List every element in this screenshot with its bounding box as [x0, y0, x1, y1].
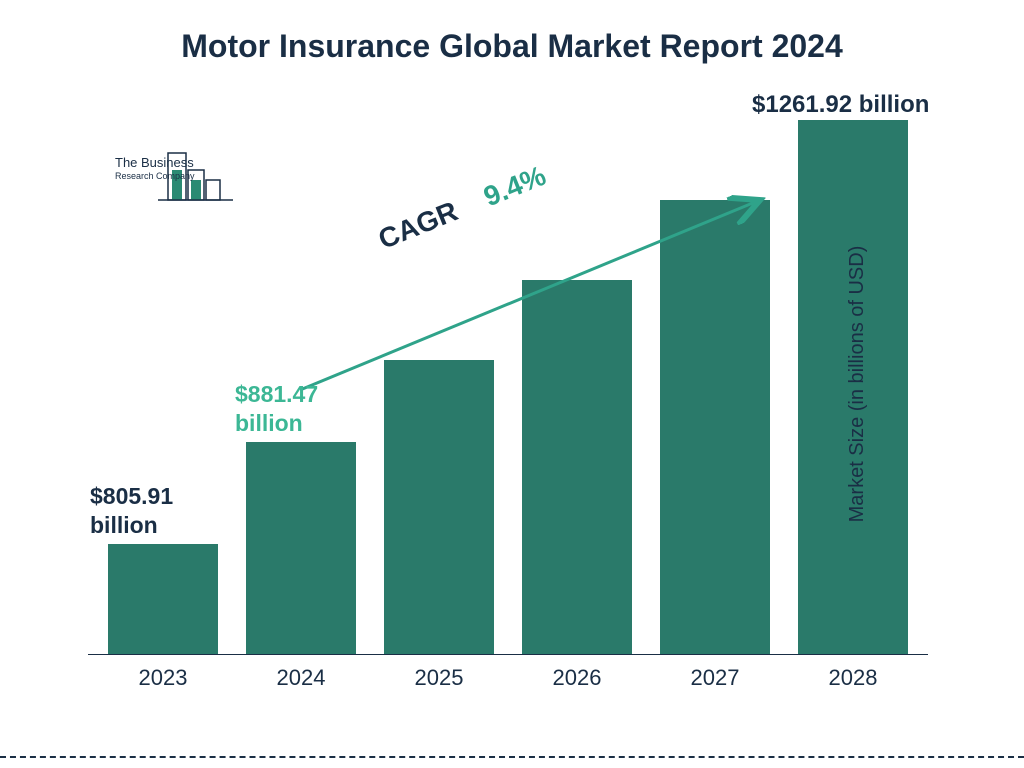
bar-2027: [660, 200, 770, 655]
bar-2024: [246, 442, 356, 655]
bar-wrap-2025: 2025: [384, 360, 494, 655]
bar-wrap-2023: 2023: [108, 544, 218, 655]
bar-wrap-2027: 2027: [660, 200, 770, 655]
data-label-1: $881.47billion: [235, 380, 318, 438]
bar-2023: [108, 544, 218, 655]
xtick-2028: 2028: [798, 665, 908, 691]
xtick-2023: 2023: [108, 665, 218, 691]
xtick-2024: 2024: [246, 665, 356, 691]
xtick-2027: 2027: [660, 665, 770, 691]
bar-2026: [522, 280, 632, 655]
xtick-2026: 2026: [522, 665, 632, 691]
chart-title-text: Motor Insurance Global Market Report 202…: [181, 28, 843, 64]
xtick-2025: 2025: [384, 665, 494, 691]
data-label-2: $1261.92 billion: [752, 90, 929, 120]
bar-wrap-2026: 2026: [522, 280, 632, 655]
x-axis-baseline: [88, 654, 928, 655]
bar-2025: [384, 360, 494, 655]
bottom-dashed-line: [0, 756, 1024, 758]
data-label-0: $805.91billion: [90, 482, 173, 540]
y-axis-label: Market Size (in billions of USD): [846, 246, 869, 523]
bar-wrap-2024: 2024: [246, 442, 356, 655]
chart-title: Motor Insurance Global Market Report 202…: [0, 28, 1024, 65]
